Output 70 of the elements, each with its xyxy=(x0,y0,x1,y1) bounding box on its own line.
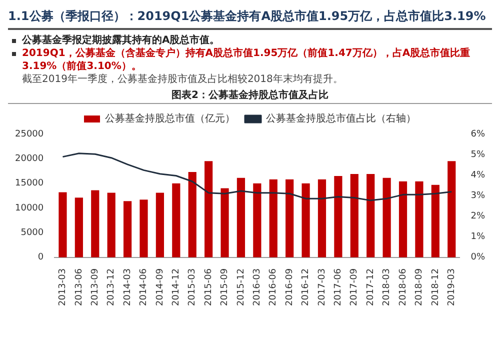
legend-label: 公募基金持股总市值（亿元） xyxy=(105,112,235,125)
x-tick-label: 2016-12 xyxy=(301,268,312,306)
bar xyxy=(220,188,229,258)
y2-tick-label: 1% xyxy=(470,232,486,242)
bar xyxy=(236,178,246,258)
x-tick-label: 2015-03 xyxy=(188,268,198,306)
text: 公募基金季报定期披露其持有的A股总市值。 xyxy=(22,35,220,46)
y-tick-label: 10000 xyxy=(14,203,44,214)
x-tick-label: 2018-09 xyxy=(414,268,425,306)
x-tick-label: 2018-12 xyxy=(430,268,441,306)
bar xyxy=(415,181,424,258)
x-tick-label: 2018-06 xyxy=(398,268,408,306)
bar xyxy=(156,192,164,258)
x-tick-label: 2013-03 xyxy=(58,268,68,306)
bar xyxy=(253,183,262,258)
x-tick-label: 2013-12 xyxy=(106,268,117,306)
bar xyxy=(302,183,310,258)
x-tick-label: 2014-06 xyxy=(139,268,150,306)
y2-tick-label: 3% xyxy=(470,191,486,202)
x-tick-label: 2019-03 xyxy=(446,268,457,306)
x-tick-label: 2016-03 xyxy=(252,268,263,306)
text: 2019Q1，公募基金（含基金专户）持有A股总市值1.95万亿（前值1.47万亿），占A股总市值比重3.19%（前值3.10%）。 xyxy=(22,48,470,72)
x-tick-label: 2016-09 xyxy=(284,268,295,306)
bar xyxy=(431,184,440,258)
x-tick-label: 2015-12 xyxy=(236,268,246,306)
y2-tick-label: 2% xyxy=(470,212,486,222)
x-tick-label: 2017-09 xyxy=(350,268,360,306)
bar xyxy=(382,178,391,258)
chart-subtitle: 图表2：公募基金持股总市值及占比 xyxy=(8,88,492,104)
x-tick-label: 2014-03 xyxy=(122,268,133,306)
bar xyxy=(74,198,83,258)
x-tick-label: 2013-06 xyxy=(74,268,84,306)
bar xyxy=(318,179,326,258)
x-tick-label: 2016-06 xyxy=(268,268,279,306)
y-tick-label: 0 xyxy=(38,252,44,263)
x-tick-label: 2014-12 xyxy=(172,268,182,306)
bar xyxy=(366,174,375,258)
x-tick-label: 2013-09 xyxy=(90,268,100,306)
bar xyxy=(140,200,148,258)
y-tick-label: 15000 xyxy=(14,178,44,189)
x-tick-label: 2017-06 xyxy=(334,268,344,306)
x-tick-label: 2015-06 xyxy=(204,268,214,306)
bar xyxy=(334,176,342,258)
bar xyxy=(172,183,180,258)
y2-tick-label: 4% xyxy=(470,170,486,180)
bar xyxy=(204,161,213,258)
bar xyxy=(91,190,100,258)
text: 截至2019年一季度，公募基金持股市值及占比相较2018年末均有提升。 xyxy=(22,73,344,86)
bar xyxy=(58,192,67,258)
y2-tick-label: 6% xyxy=(470,129,486,140)
legend-label: 公募基金持股总市值占比（右轴） xyxy=(266,112,416,125)
x-tick-label: 2017-03 xyxy=(317,268,328,306)
x-tick-label: 2018-03 xyxy=(382,268,392,306)
y-tick-label: 20000 xyxy=(14,154,44,164)
bar xyxy=(269,179,278,258)
bar xyxy=(398,181,408,258)
bar xyxy=(107,192,116,258)
y2-tick-label: 0% xyxy=(470,252,486,263)
chart-title: 1.1公募（季报口径）：2019Q1公募基金持有A股总市值1.95万亿，占总市值比3.19% xyxy=(8,8,492,30)
bar xyxy=(448,161,456,258)
x-tick-label: 2017-12 xyxy=(366,268,376,306)
bar xyxy=(286,179,294,258)
bar xyxy=(123,201,132,258)
x-tick-label: 2014-09 xyxy=(155,268,166,306)
y-tick-label: 5000 xyxy=(20,228,44,238)
y2-tick-label: 5% xyxy=(470,150,486,160)
bar xyxy=(350,174,358,258)
x-tick-label: 2015-09 xyxy=(220,268,230,306)
bar xyxy=(188,172,196,258)
y-tick-label: 25000 xyxy=(14,129,44,140)
